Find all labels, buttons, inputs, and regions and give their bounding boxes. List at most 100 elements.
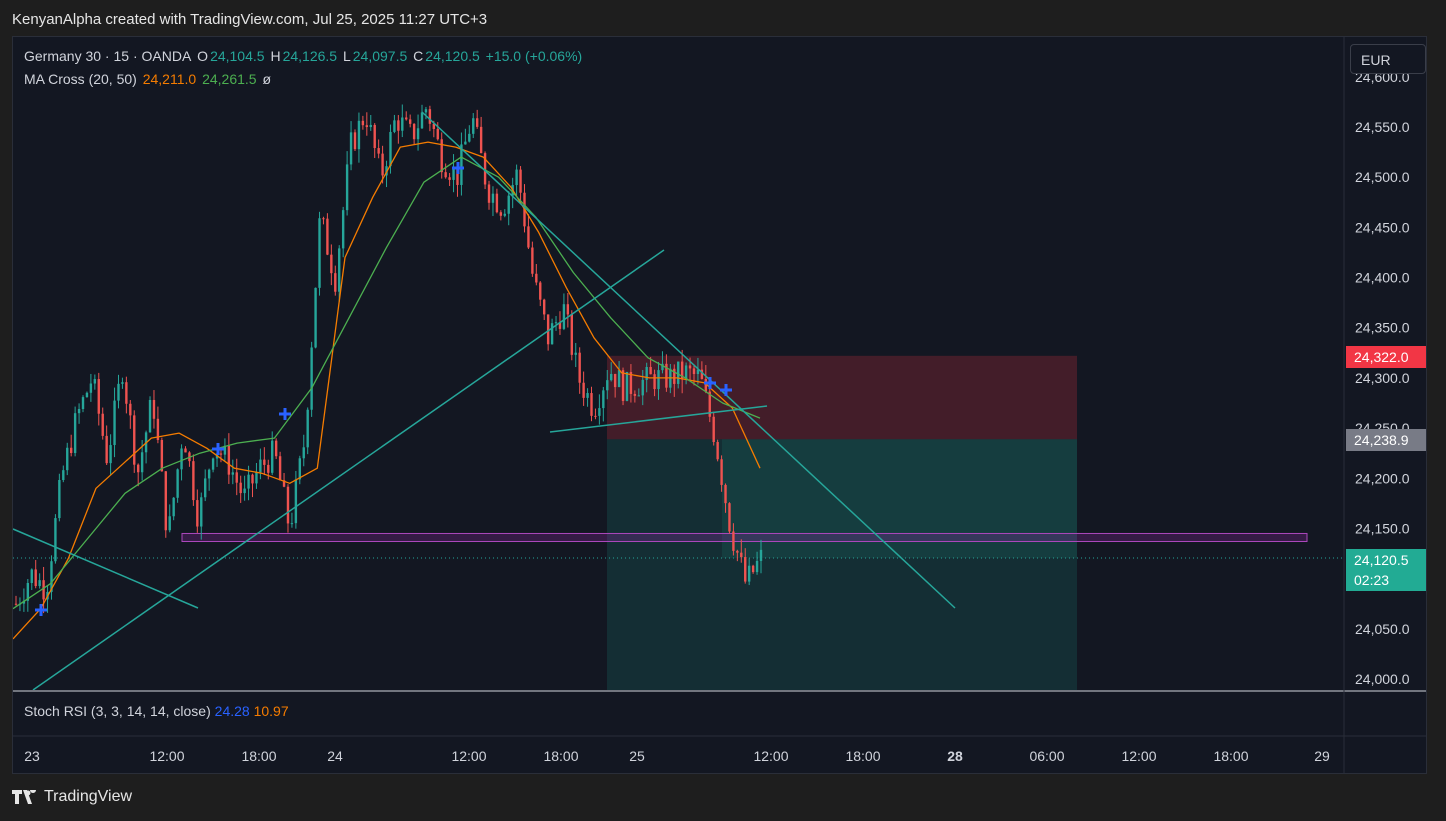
stoch-legend[interactable]: Stoch RSI (3, 3, 14, 14, close) 24.28 10… [24, 703, 289, 719]
candle [539, 281, 542, 307]
time-axis[interactable]: 23 12:00 18:00 24 12:00 18:00 25 12:00 18:00 28 06… [24, 748, 1330, 764]
candle [535, 264, 538, 286]
candle [298, 455, 302, 485]
candle [160, 437, 164, 472]
candle [353, 129, 357, 152]
currency-button[interactable]: EUR [1350, 44, 1426, 74]
ma-extra-value: ø [262, 71, 272, 87]
candle [14, 595, 18, 606]
candle [144, 430, 148, 464]
candle [720, 455, 723, 492]
candle [263, 447, 266, 476]
candle [716, 439, 719, 462]
price-tick-label: 24,300.0 [1355, 370, 1410, 386]
candle [97, 372, 100, 426]
candles[interactable] [14, 104, 763, 614]
trendline-rising-support[interactable] [32, 249, 665, 690]
price-tick-label: 24,550.0 [1355, 119, 1410, 135]
candle [306, 407, 309, 455]
candle [125, 376, 128, 414]
candle [740, 539, 743, 563]
candle [77, 403, 81, 424]
candle [629, 364, 633, 403]
candle [633, 390, 637, 403]
candle [184, 446, 187, 453]
candle [117, 374, 120, 409]
candle [444, 163, 447, 179]
tradingview-logo[interactable]: TradingView [12, 788, 132, 806]
candle [546, 314, 550, 351]
candle [657, 361, 660, 400]
candle [207, 468, 211, 491]
candle [578, 347, 581, 394]
candle [606, 370, 609, 400]
candle [286, 484, 290, 533]
candle [531, 241, 534, 277]
take-profit-area[interactable] [607, 439, 1077, 690]
candle [338, 245, 341, 303]
ma-fast-line[interactable] [13, 141, 761, 640]
symbol-label[interactable]: Germany 30 · 15 · OANDA [24, 48, 192, 64]
candle [259, 448, 262, 480]
candle [282, 472, 286, 488]
candle [452, 154, 455, 193]
candle [129, 400, 132, 429]
stoch-k-value: 24.28 [214, 703, 250, 719]
candle [732, 523, 735, 556]
chart-frame[interactable] [12, 36, 1427, 774]
open-value: 24,104.5 [210, 48, 265, 64]
stoch-d-value: 10.97 [253, 703, 289, 719]
open-label: O [197, 48, 209, 64]
trendline-short-down[interactable] [13, 528, 199, 609]
high-value: 24,126.5 [282, 48, 338, 64]
support-zone[interactable] [181, 532, 1308, 543]
candle [507, 191, 510, 226]
candle [93, 374, 97, 390]
ma-cross-marker [704, 377, 716, 389]
candle [527, 214, 530, 250]
tradingview-logo-icon [12, 790, 36, 804]
candle [176, 468, 179, 503]
ma-cross-marker [212, 443, 224, 455]
ma-legend[interactable]: MA Cross (20, 50) 24,211.0 24,261.5 ø [24, 71, 273, 87]
candle [345, 151, 349, 216]
candle [424, 106, 428, 120]
candle [22, 588, 26, 612]
candle [172, 497, 175, 521]
candle [562, 293, 566, 331]
candle [381, 145, 384, 184]
candle [405, 111, 408, 121]
candle [649, 357, 652, 375]
candle [330, 244, 333, 286]
candle [744, 548, 747, 584]
candle [310, 341, 313, 417]
candle [416, 114, 420, 151]
trendline-flag-bottom[interactable] [549, 405, 768, 433]
time-tick-label: 12:00 [753, 748, 788, 764]
candle [503, 209, 506, 218]
candle [30, 568, 33, 590]
candle [464, 128, 467, 145]
candle [38, 573, 41, 589]
candle [377, 139, 380, 159]
candle [89, 373, 93, 402]
chart-credit: KenyanAlpha created with TradingView.com… [12, 11, 488, 28]
candle [73, 406, 77, 457]
candle [491, 186, 495, 217]
time-tick-label: 25 [629, 748, 645, 764]
candle [302, 434, 305, 467]
candle [692, 364, 696, 386]
trendline-falling-resistance[interactable] [421, 111, 956, 609]
price-tick-label: 24,050.0 [1355, 621, 1410, 637]
ma-cross-marker [35, 604, 47, 616]
candle [420, 104, 424, 130]
entry-price-label: 24,238.9 [1346, 429, 1426, 451]
price-pane[interactable] [13, 104, 1343, 690]
ma-slow-line[interactable] [13, 156, 761, 610]
candle [610, 362, 613, 382]
candle [369, 115, 372, 131]
price-axis[interactable]: 24,000.024,050.024,100.024,150.024,200.0… [1355, 69, 1410, 687]
candle [448, 172, 451, 186]
candle [665, 354, 668, 392]
